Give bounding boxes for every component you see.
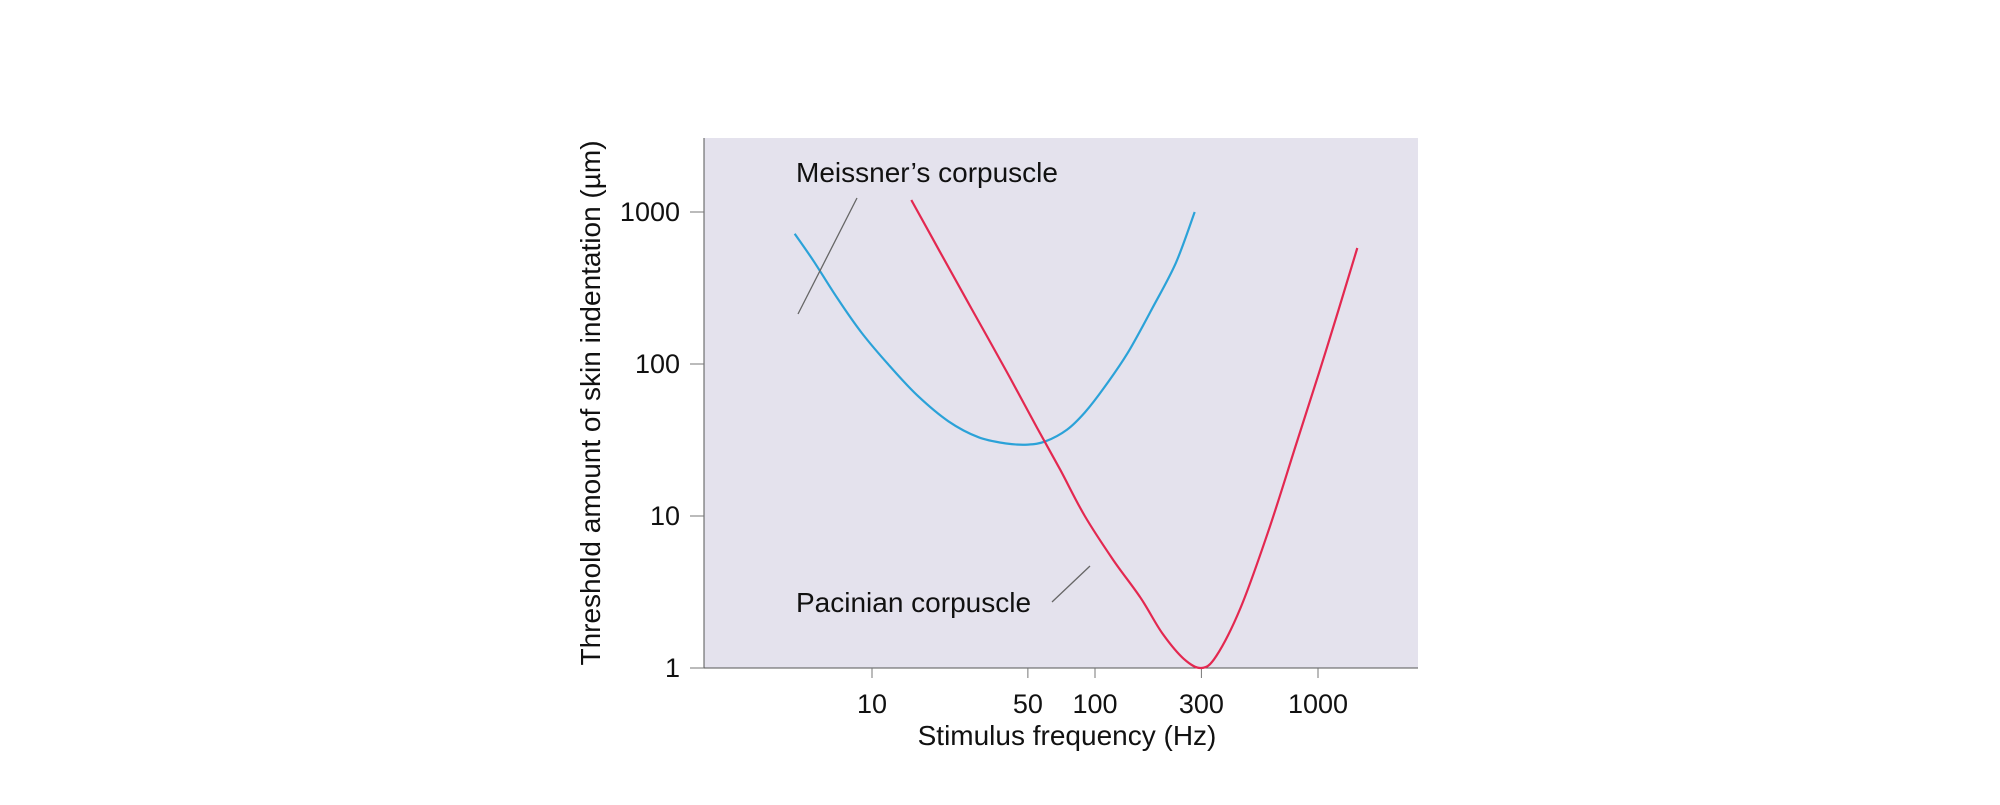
meissner-curve <box>793 211 1196 446</box>
pacinian-leader-line <box>1051 565 1091 603</box>
x-tick-label: 100 <box>1072 689 1117 719</box>
x-axis-title: Stimulus frequency (Hz) <box>918 720 1217 751</box>
x-tick-label: 1000 <box>1288 689 1348 719</box>
y-tick-label: 1000 <box>620 197 680 227</box>
x-tick-label: 50 <box>1013 689 1043 719</box>
series-layer <box>793 199 1359 670</box>
x-tick-label: 300 <box>1179 689 1224 719</box>
pacinian-curve <box>910 199 1359 670</box>
pacinian-corpuscle-label: Pacinian corpuscle <box>796 587 1031 618</box>
y-tick-label: 1 <box>665 653 680 683</box>
annotation-layer: Meissner’s corpuscle Pacinian corpuscle <box>796 157 1091 618</box>
y-tick-label: 10 <box>650 501 680 531</box>
meissner-corpuscle-label: Meissner’s corpuscle <box>796 157 1058 188</box>
y-tick-label: 100 <box>635 349 680 379</box>
y-axis-title: Threshold amount of skin indentation (µm… <box>575 140 606 665</box>
meissner-leader-line <box>797 197 858 315</box>
x-tick-label: 10 <box>857 689 887 719</box>
axis-ticks: 1 10 100 1000 10 50 100 300 1000 <box>620 197 1348 719</box>
plot-area <box>704 138 1418 668</box>
